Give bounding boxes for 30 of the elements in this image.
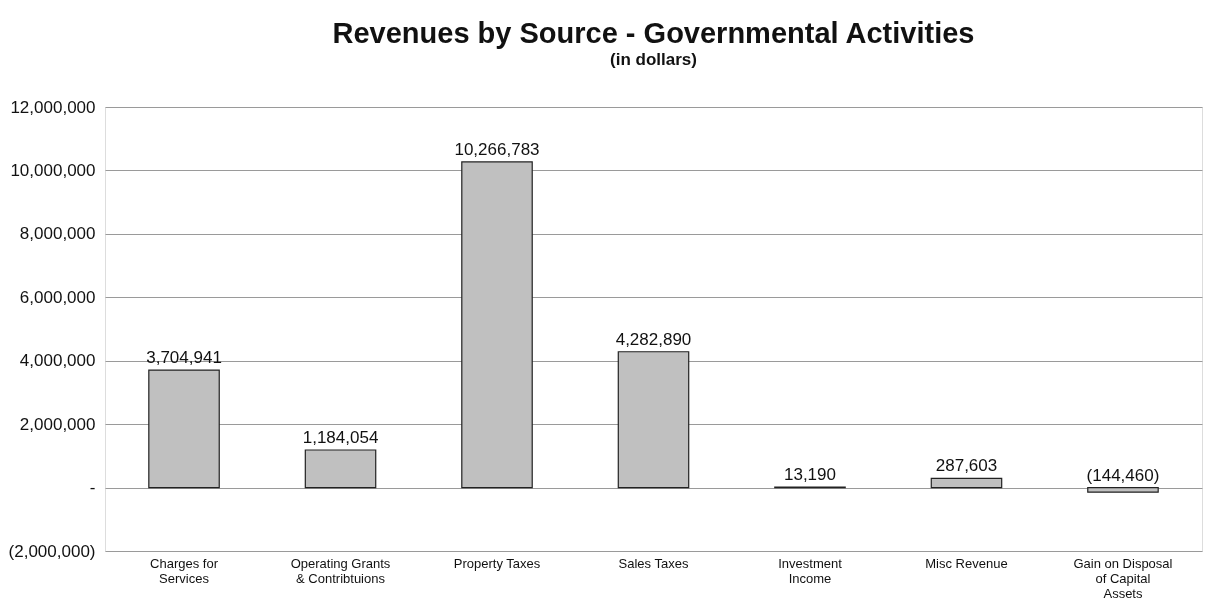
x-tick-label: Sales Taxes	[618, 555, 689, 571]
data-label: (144,460)	[1086, 465, 1160, 485]
y-tick-label: 8,000,000	[19, 224, 96, 244]
y-tick-label: 4,000,000	[19, 351, 96, 371]
data-label: 3,704,941	[146, 348, 222, 368]
data-label: 4,282,890	[615, 329, 692, 349]
data-label: 287,603	[935, 456, 998, 476]
y-tick-label: -	[89, 478, 96, 498]
x-tick-label: Operating Grants & Contribtuions	[290, 555, 391, 586]
data-label: 1,184,054	[302, 428, 379, 448]
bar	[930, 477, 1003, 489]
bar	[304, 449, 377, 489]
x-tick-label: Investment Income	[778, 555, 843, 586]
x-tick-label: Charges for Services	[150, 555, 219, 586]
x-tick-label: Gain on Disposal of Capital Assets	[1073, 555, 1173, 601]
x-tick-label: Property Taxes	[453, 555, 541, 571]
y-tick-label: 2,000,000	[19, 414, 96, 434]
bar	[617, 351, 690, 489]
x-tick-label: Misc Revenue	[925, 555, 1008, 571]
data-label: 13,190	[783, 465, 836, 485]
y-tick-label: 10,000,000	[10, 160, 96, 180]
bar	[461, 161, 533, 489]
y-tick-label: 12,000,000	[10, 97, 96, 117]
data-label: 10,266,783	[454, 139, 540, 159]
chart-title: Revenues by Source - Governmental Activities	[332, 17, 975, 49]
chart-subtitle: (in dollars)	[610, 50, 697, 69]
bar	[1087, 486, 1159, 493]
y-tick-label: 6,000,000	[19, 287, 96, 307]
bar	[148, 369, 220, 489]
y-tick-label: (2,000,000)	[8, 541, 96, 561]
